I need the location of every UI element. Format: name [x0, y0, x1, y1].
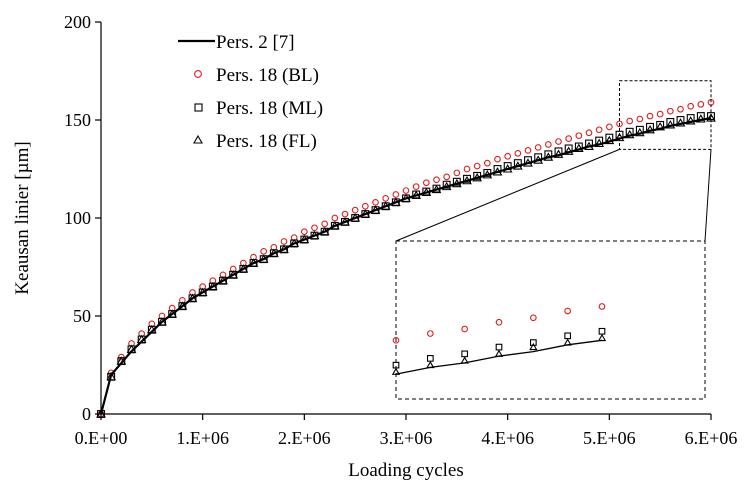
data-point [525, 148, 531, 154]
x-tick-label: 2.E+06 [278, 428, 331, 448]
data-point [596, 127, 602, 133]
data-point [637, 116, 643, 122]
data-point [434, 177, 440, 183]
y-tick-label: 50 [73, 306, 91, 326]
zoom-inset-box [396, 241, 705, 399]
x-tick-label: 1.E+06 [176, 428, 229, 448]
data-point [546, 142, 552, 148]
data-point [312, 225, 318, 231]
legend-label-fl: Pers. 18 (FL) [216, 131, 317, 152]
legend: Pers. 2 [7] Pers. 18 (BL) Pers. 18 (ML) … [178, 32, 323, 152]
data-point [586, 130, 592, 136]
data-point [373, 200, 379, 206]
data-point [485, 160, 491, 166]
data-point [657, 111, 663, 117]
data-point [444, 174, 450, 180]
data-point [413, 184, 419, 190]
data-point [322, 221, 328, 227]
legend-label-ml: Pers. 18 (ML) [216, 98, 323, 119]
data-point [535, 145, 541, 151]
y-tick-label: 0 [82, 404, 91, 424]
y-ticks: 0 50 100 150 200 [64, 12, 101, 424]
y-tick-label: 200 [64, 12, 91, 32]
y-axis-label: Keausan linier [µm] [12, 141, 33, 294]
x-tick-label: 3.E+06 [380, 428, 433, 448]
y-tick-label: 100 [64, 208, 91, 228]
data-point [678, 106, 684, 112]
legend-swatch-bl [195, 71, 202, 78]
data-point [668, 108, 674, 114]
data-point [342, 211, 348, 217]
data-point [566, 136, 572, 142]
legend-swatch-ml [195, 104, 202, 111]
data-point [281, 239, 287, 245]
x-tick-label: 6.E+06 [685, 428, 738, 448]
data-point [505, 153, 511, 159]
x-tick-label: 4.E+06 [481, 428, 534, 448]
data-point [515, 151, 521, 157]
data-point [474, 163, 480, 169]
data-point [261, 249, 267, 255]
data-point [403, 188, 409, 194]
data-point [393, 192, 399, 198]
data-point [627, 118, 633, 124]
legend-label-pers2: Pers. 2 [7] [216, 32, 295, 53]
x-tick-label: 0.E+00 [75, 428, 128, 448]
data-point [607, 124, 613, 130]
y-tick-label: 150 [64, 110, 91, 130]
legend-label-bl: Pers. 18 (BL) [216, 65, 319, 86]
x-ticks: 0.E+00 1.E+06 2.E+06 3.E+06 4.E+06 5.E+06 6.E+… [75, 414, 738, 448]
data-point [363, 203, 369, 209]
data-point [383, 196, 389, 202]
zoom-connector [705, 149, 711, 241]
data-point [302, 229, 308, 235]
x-axis-label: Loading cycles [348, 460, 464, 481]
data-point [495, 156, 501, 162]
data-point [454, 170, 460, 176]
data-point [464, 166, 470, 172]
x-tick-label: 5.E+06 [583, 428, 636, 448]
data-point [424, 180, 430, 186]
legend-swatch-fl [194, 136, 202, 143]
data-point [688, 103, 694, 109]
data-point [576, 133, 582, 139]
data-point [647, 113, 653, 119]
data-point [698, 102, 704, 108]
data-point [352, 207, 358, 213]
data-point [332, 215, 338, 221]
data-point [556, 139, 562, 145]
plot-area: 0 50 100 150 200 0.E+00 1.E+06 2.E+06 3.E+06 4.E… [64, 12, 737, 448]
